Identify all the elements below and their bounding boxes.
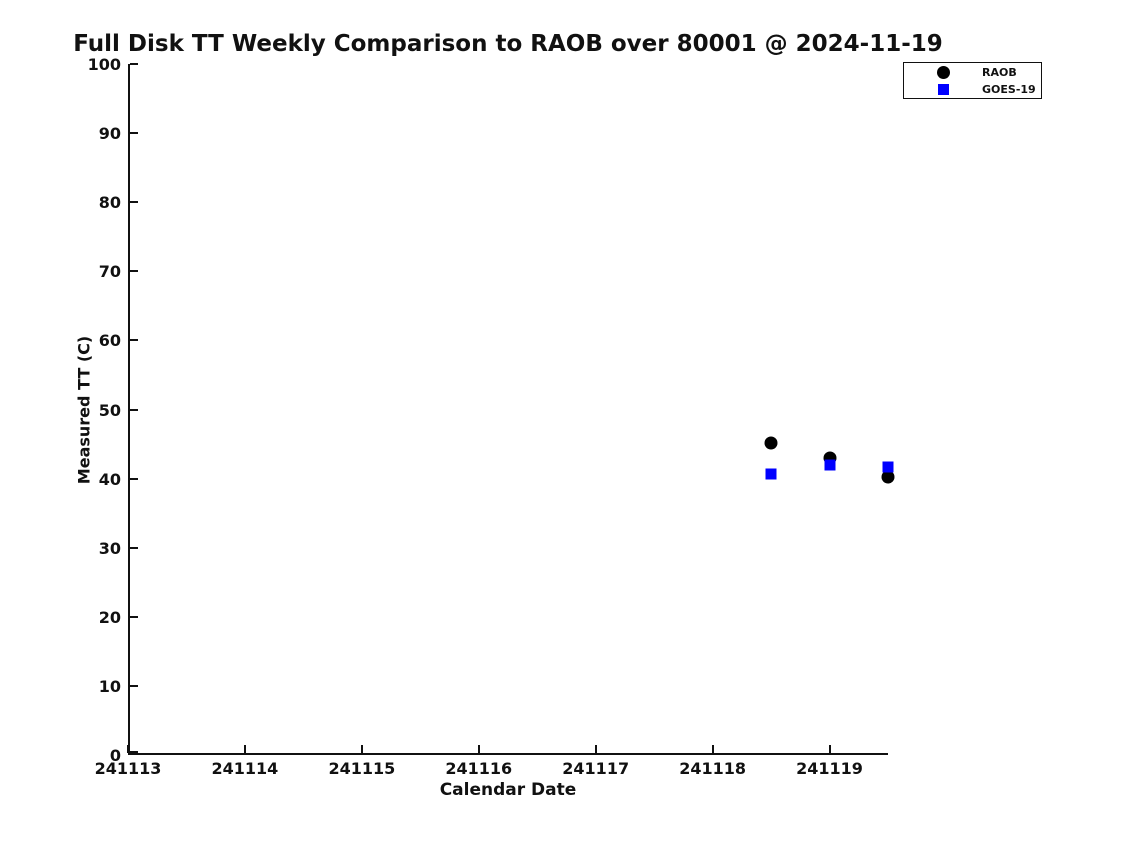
- legend-label-raob: RAOB: [982, 65, 1017, 79]
- x-axis-tick: [711, 745, 714, 753]
- x-axis-tick-label: 241116: [445, 759, 513, 778]
- y-axis-tick: [130, 751, 138, 753]
- x-axis-tick-label: 241119: [796, 759, 863, 778]
- y-axis-tick: [130, 270, 138, 273]
- y-axis-tick: [130, 477, 138, 480]
- legend-box: RAOB GOES-19: [903, 62, 1042, 99]
- y-axis-tick-label: 40: [98, 469, 121, 489]
- y-axis-tick-label: 20: [98, 607, 121, 627]
- y-axis-tick-label: 0: [109, 746, 121, 765]
- x-axis-tick-label: 241114: [211, 759, 279, 778]
- raob-circle-marker-icon: [904, 65, 982, 79]
- raob-data-point: [881, 470, 895, 484]
- y-axis-tick: [130, 546, 138, 549]
- x-axis-label: Calendar Date: [439, 780, 577, 800]
- y-axis-tick: [130, 408, 138, 411]
- y-axis-tick-label: 80: [98, 193, 121, 213]
- y-axis-tick-label: 90: [98, 124, 121, 144]
- y-axis-tick-label: 30: [98, 538, 121, 558]
- plot-area: [127, 63, 895, 755]
- goes-19-data-point: [824, 459, 836, 471]
- chart-title: Full Disk TT Weekly Comparison to RAOB o…: [73, 31, 943, 57]
- x-axis-tick: [127, 745, 129, 753]
- raob-legend-swatch: [936, 65, 950, 79]
- x-axis-tick-label: 241115: [328, 759, 396, 778]
- legend-item-goes19: GOES-19: [904, 81, 1041, 97]
- legend-label-goes19: GOES-19: [982, 82, 1036, 96]
- y-axis-tick: [130, 615, 138, 618]
- goes-19-data-point: [765, 468, 777, 480]
- y-axis-tick-label: 50: [98, 400, 121, 420]
- x-axis-tick: [594, 745, 597, 753]
- y-axis-tick-label: 100: [87, 55, 121, 74]
- x-axis-tick-label: 241117: [562, 759, 630, 778]
- legend-item-raob: RAOB: [904, 64, 1041, 80]
- y-axis-tick-label: 10: [98, 676, 121, 696]
- x-axis-tick: [828, 745, 831, 753]
- y-axis-tick-label: 60: [98, 331, 121, 351]
- y-axis-tick-label: 70: [98, 262, 121, 282]
- x-axis-tick: [360, 745, 363, 753]
- goes19-square-marker-icon: [904, 83, 982, 95]
- y-axis-tick: [130, 684, 138, 687]
- goes19-legend-swatch: [937, 83, 949, 95]
- raob-data-point: [764, 436, 778, 450]
- goes-19-data-point: [882, 461, 894, 473]
- x-axis-tick-label: 241118: [679, 759, 746, 778]
- x-axis-tick: [477, 745, 480, 753]
- x-axis-tick-label: 241113: [94, 759, 162, 778]
- y-axis-tick: [130, 201, 138, 204]
- y-axis-tick: [130, 63, 138, 65]
- y-axis-tick: [130, 339, 138, 342]
- y-axis-tick: [130, 132, 138, 135]
- x-axis-tick: [243, 745, 246, 753]
